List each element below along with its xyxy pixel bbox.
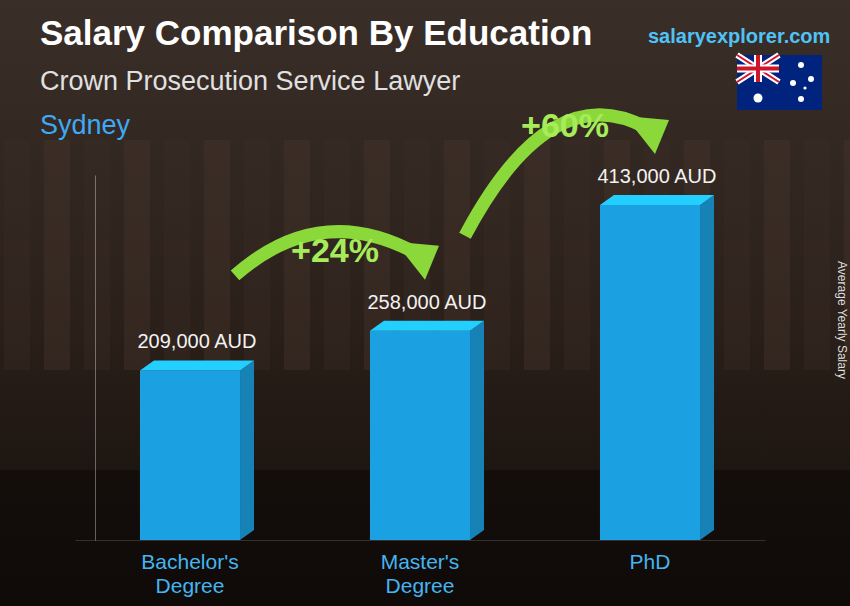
chart: Bachelor'sDegree Master'sDegree PhD 209,000… [0, 0, 850, 606]
background-book [84, 140, 110, 370]
background-book [4, 140, 30, 370]
bar-top [370, 321, 484, 331]
y-axis-title: Average Yearly Salary [835, 261, 849, 379]
flag-star [754, 94, 763, 103]
bar-group [370, 321, 484, 540]
data-label: 413,000 AUD [598, 165, 717, 187]
bar-side [240, 360, 254, 540]
bar-group [140, 360, 254, 540]
flag-saltire [737, 55, 779, 82]
bar-top [600, 195, 714, 205]
annotation-label: +24% [291, 231, 379, 269]
x-tick-label: PhD [630, 550, 671, 573]
background-book [724, 140, 750, 370]
background-book [764, 140, 790, 370]
flag-field [737, 55, 822, 110]
source: salaryexplorer.com [648, 25, 830, 47]
x-axis: Bachelor'sDegree Master'sDegree PhD [76, 540, 766, 597]
flag-star [803, 86, 806, 89]
flag-saltire-red [737, 55, 779, 82]
x-axis-line [76, 540, 766, 541]
y-axis-line [95, 176, 96, 541]
x-tick: Master'sDegree [381, 540, 460, 597]
background-book [44, 140, 70, 370]
flag-cross [737, 55, 779, 82]
background [0, 0, 850, 606]
annotation-arrow [235, 232, 439, 280]
bars [140, 195, 714, 540]
bar-side [470, 321, 484, 540]
background-book [564, 140, 590, 370]
arrow-head [625, 116, 669, 154]
flag-star [790, 80, 796, 86]
location: Sydney [40, 110, 131, 140]
flag-cross-red [737, 55, 779, 82]
data-label: 209,000 AUD [138, 330, 257, 352]
background-book [804, 140, 830, 370]
bar-side [700, 195, 714, 540]
flag-star [808, 76, 814, 82]
bar [600, 205, 700, 540]
arrow-head [395, 242, 439, 280]
x-tick-label: Master'sDegree [381, 550, 460, 597]
flag-star [798, 62, 804, 68]
title: Salary Comparison By Education [40, 13, 592, 52]
x-tick: PhD [630, 540, 671, 573]
bar [370, 331, 470, 540]
bar-group [600, 195, 714, 540]
x-tick-label: Bachelor'sDegree [141, 550, 238, 597]
background-book [524, 140, 550, 370]
flag [737, 55, 822, 110]
bar [140, 370, 240, 540]
x-tick: Bachelor'sDegree [141, 540, 238, 597]
y-axis [95, 176, 96, 541]
data-label: 258,000 AUD [368, 291, 487, 313]
arrow-body [235, 232, 417, 276]
subtitle: Crown Prosecution Service Lawyer [40, 66, 460, 96]
annotation-label: +60% [521, 106, 609, 144]
bar-top [140, 360, 254, 370]
flag-star [798, 96, 804, 102]
